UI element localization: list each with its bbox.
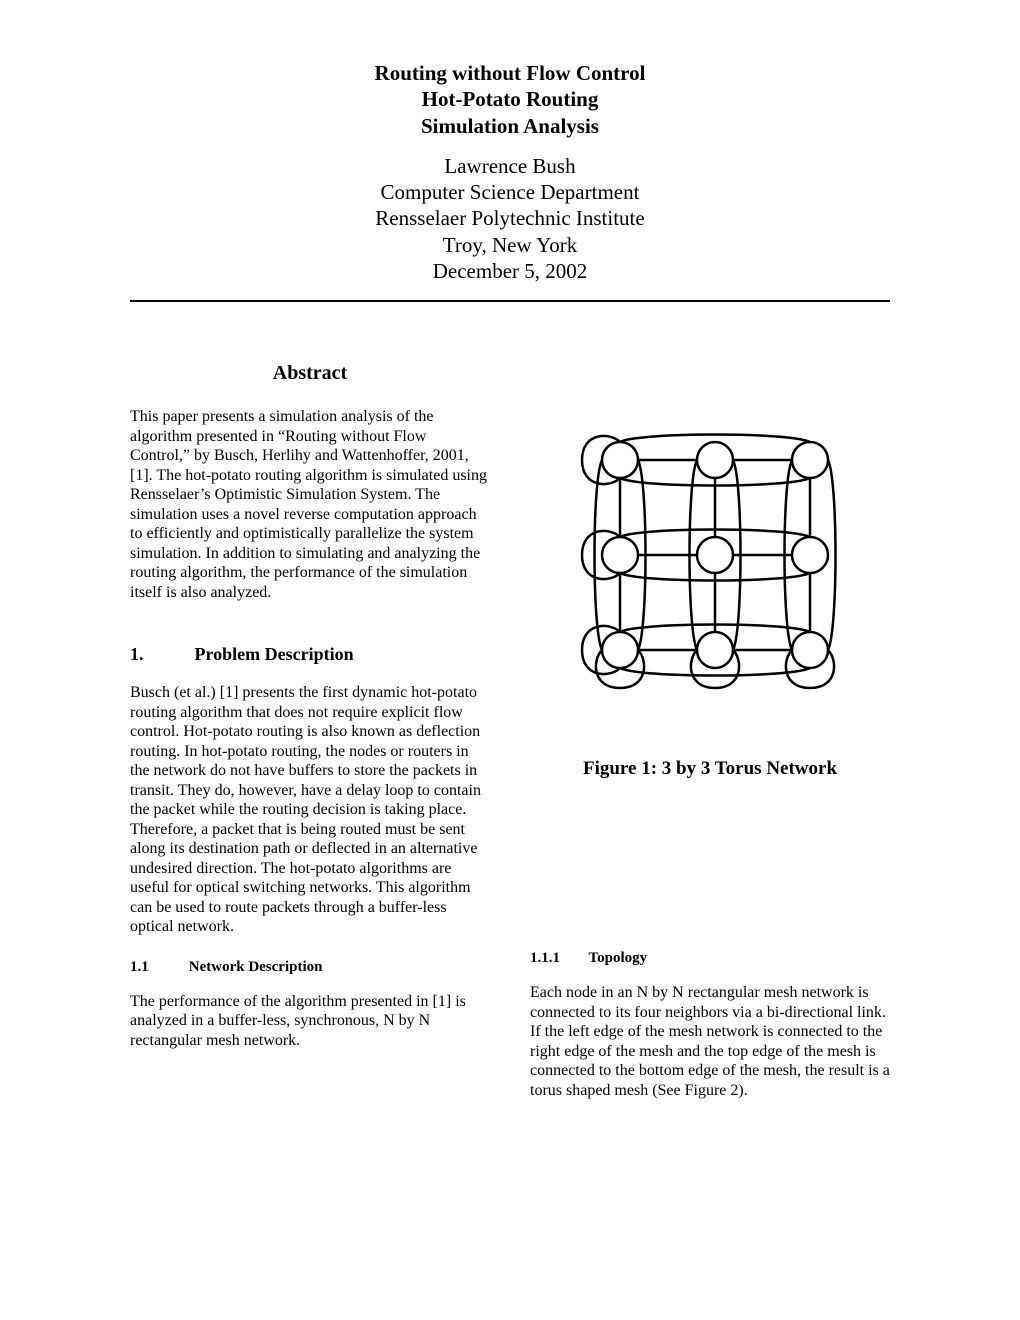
title-block: Routing without Flow Control Hot-Potato … [130, 60, 890, 284]
subsection-1-1-number: 1.1 [130, 959, 185, 976]
title-line-3: Simulation Analysis [130, 113, 890, 139]
left-column: Abstract This paper presents a simulatio… [130, 362, 490, 1100]
torus-diagram [540, 380, 880, 740]
section-1-body: Busch (et al.) [1] presents the first dy… [130, 683, 490, 937]
figure-1: Figure 1: 3 by 3 Torus Network [530, 380, 890, 780]
header-rule [130, 300, 890, 302]
subsection-1-1-1-heading: 1.1.1 Topology [530, 950, 890, 967]
title-line-1: Routing without Flow Control [130, 60, 890, 86]
subsection-1-1-1-title: Topology [588, 950, 647, 966]
author-inst: Rensselaer Polytechnic Institute [130, 205, 890, 231]
author-city: Troy, New York [130, 232, 890, 258]
subsection-1-1-1-number: 1.1.1 [530, 950, 585, 967]
author-date: December 5, 2002 [130, 258, 890, 284]
title-line-2: Hot-Potato Routing [130, 86, 890, 112]
section-1-heading: 1. Problem Description [130, 644, 490, 665]
author-dept: Computer Science Department [130, 179, 890, 205]
figure-1-caption: Figure 1: 3 by 3 Torus Network [530, 758, 890, 780]
subsection-1-1-title: Network Description [189, 959, 323, 975]
section-1-title: Problem Description [195, 644, 354, 664]
subsection-1-1-body: The performance of the algorithm present… [130, 992, 490, 1051]
section-1-number: 1. [130, 644, 190, 665]
right-column: Figure 1: 3 by 3 Torus Network 1.1.1 Top… [530, 362, 890, 1100]
author-name: Lawrence Bush [130, 153, 890, 179]
subsection-1-1-heading: 1.1 Network Description [130, 959, 490, 976]
two-column-layout: Abstract This paper presents a simulatio… [130, 362, 890, 1100]
abstract-body: This paper presents a simulation analysi… [130, 407, 490, 602]
abstract-heading: Abstract [130, 362, 490, 385]
subsection-1-1-1-body: Each node in an N by N rectangular mesh … [530, 983, 890, 1100]
